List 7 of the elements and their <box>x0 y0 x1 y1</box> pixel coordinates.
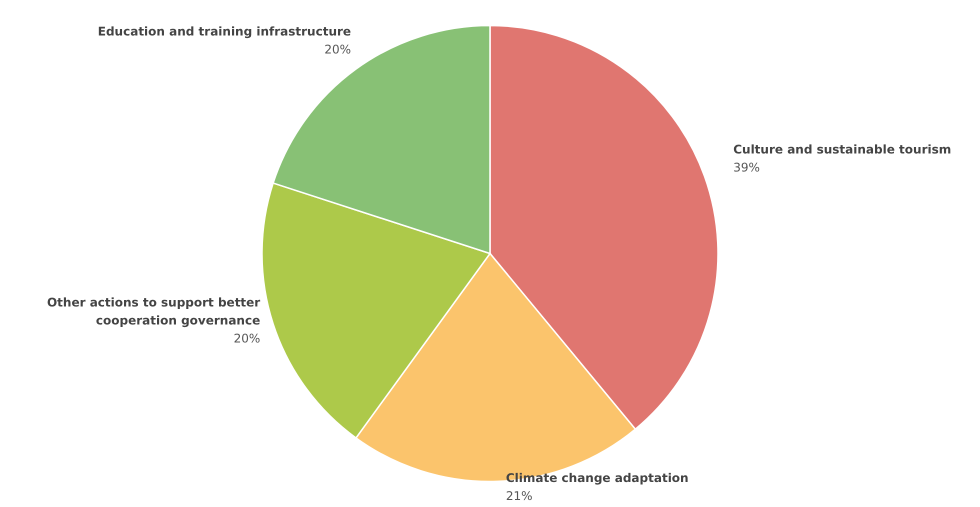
data-label: 39% <box>733 160 760 174</box>
data-label: 20% <box>324 42 352 57</box>
slice-label: Culture and sustainable tourism <box>733 142 952 156</box>
slice-label: Other actions to support better cooperation governance <box>46 295 260 328</box>
data-label: 20% <box>234 331 260 346</box>
data-label: 21% <box>506 488 533 503</box>
slice-label: Education and training infrastructure <box>98 24 352 39</box>
